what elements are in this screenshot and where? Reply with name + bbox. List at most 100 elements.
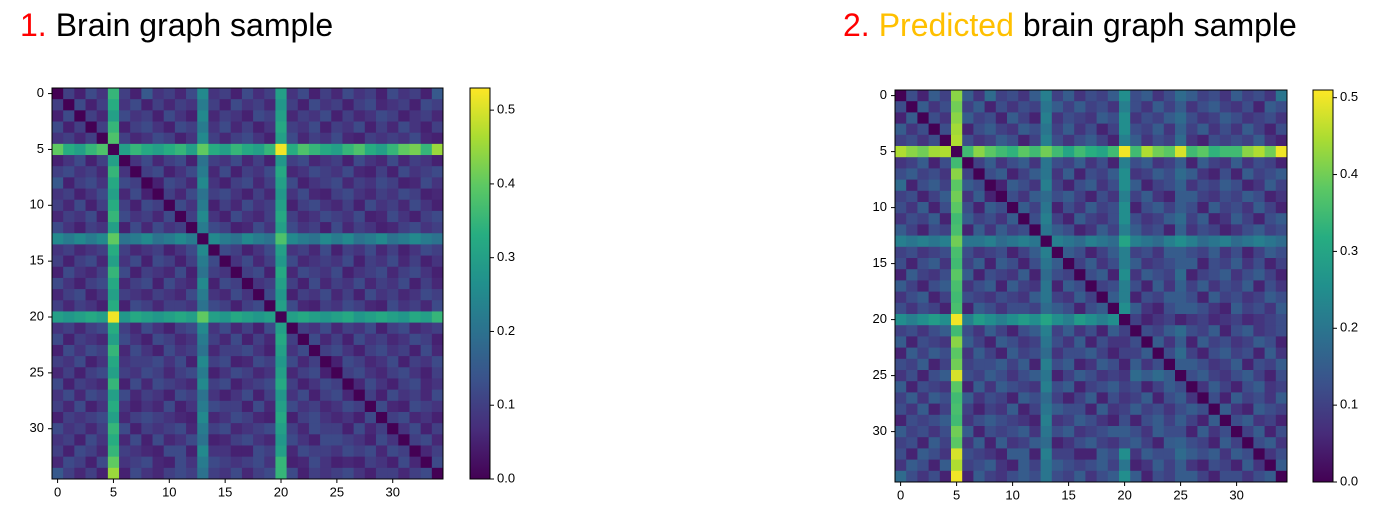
heatmap-cell [230, 277, 243, 290]
heatmap-cell [1253, 414, 1265, 427]
heatmap-cell [1107, 470, 1120, 483]
heatmap-cell [141, 199, 153, 212]
heatmap-cell [1074, 381, 1086, 393]
heatmap-cell [1074, 224, 1086, 236]
heatmap-cell [308, 266, 321, 279]
heatmap-cell [1253, 459, 1265, 472]
heatmap-cell [1029, 370, 1041, 382]
heatmap-cell [1163, 426, 1176, 438]
y-tick-label: 30 [873, 423, 887, 438]
heatmap-cell [1141, 168, 1153, 180]
heatmap-cell [331, 445, 343, 458]
heatmap-cell [186, 222, 198, 234]
heatmap-cell [1107, 347, 1120, 360]
heatmap-cell [1175, 336, 1187, 348]
heatmap-cell [208, 88, 220, 100]
heatmap-cell [141, 434, 153, 446]
heatmap-cell [1186, 358, 1198, 371]
heatmap-cell [1242, 190, 1254, 203]
heatmap-cell [895, 358, 907, 371]
title-part: 1. [20, 7, 47, 43]
heatmap-cell [1074, 448, 1086, 460]
y-tick-label: 30 [30, 420, 44, 435]
heatmap-cell [1163, 90, 1176, 102]
heatmap-cell [1231, 179, 1243, 192]
heatmap-cell [264, 199, 276, 212]
heatmap-cell [1197, 90, 1209, 102]
heatmap-cell [331, 177, 343, 189]
heatmap-cell [141, 121, 153, 134]
heatmap-cell [1253, 370, 1265, 382]
heatmap-cell [186, 300, 198, 312]
heatmap-cell [1197, 224, 1209, 236]
heatmap-cell [1063, 426, 1075, 438]
heatmap-cell [264, 155, 276, 167]
heatmap-cell [186, 311, 198, 323]
heatmap-cell [353, 467, 366, 480]
heatmap-cell [1275, 347, 1288, 360]
heatmap-cell [275, 367, 287, 379]
heatmap-cell [1063, 358, 1075, 371]
heatmap-cell [973, 123, 985, 136]
heatmap-cell [1163, 347, 1176, 360]
heatmap-cell [409, 300, 422, 312]
heatmap-cell [320, 378, 332, 391]
heatmap-cell [973, 336, 985, 348]
heatmap-cell [253, 467, 265, 480]
heatmap-cell [1275, 90, 1288, 102]
heatmap-cell [219, 244, 232, 256]
heatmap-cell [1264, 448, 1277, 460]
heatmap-cell [420, 177, 433, 189]
heatmap-cell [320, 344, 332, 357]
heatmap-cell [241, 266, 254, 279]
heatmap-cell [297, 356, 310, 368]
heatmap-cell [342, 210, 355, 223]
heatmap-cell [995, 213, 1008, 225]
heatmap-cell [297, 289, 310, 301]
heatmap-cell [387, 255, 399, 268]
heatmap-cell [906, 179, 918, 192]
heatmap-cell [253, 434, 265, 446]
heatmap-cell [1130, 314, 1142, 326]
heatmap-cell [973, 426, 985, 438]
heatmap-cell [1231, 302, 1243, 315]
heatmap-cell [1141, 101, 1153, 113]
heatmap-cell [297, 88, 310, 100]
heatmap-cell [174, 378, 187, 391]
heatmap-cell [74, 289, 86, 301]
heatmap-cell [951, 157, 963, 169]
heatmap-cell [1186, 202, 1198, 214]
heatmap-cell [1007, 134, 1019, 147]
heatmap-cell [1197, 190, 1209, 203]
heatmap-cell [1107, 314, 1120, 326]
heatmap-cell [1152, 414, 1165, 427]
heatmap-cell [52, 356, 64, 368]
heatmap-cell [152, 322, 165, 335]
heatmap-cell [130, 344, 142, 357]
heatmap-cell [1130, 347, 1142, 360]
heatmap-cell [928, 224, 941, 236]
heatmap-cell [286, 322, 299, 335]
x-tick-label: 20 [274, 484, 288, 499]
heatmap-cell [928, 414, 941, 427]
heatmap-cell [364, 389, 377, 402]
heatmap-cell [119, 110, 131, 122]
heatmap-cell [208, 132, 220, 145]
heatmap-cell [1074, 392, 1086, 404]
heatmap-cell [107, 300, 120, 312]
heatmap-cell [1085, 414, 1097, 427]
heatmap-cell [1275, 448, 1288, 460]
heatmap-cell [163, 289, 176, 301]
heatmap-cell [1175, 235, 1187, 248]
heatmap-cell [398, 423, 410, 435]
heatmap-cell [984, 157, 997, 169]
heatmap-cell [1029, 179, 1041, 192]
heatmap-cell [85, 434, 98, 446]
heatmap-cell [141, 155, 153, 167]
heatmap-cell [420, 277, 433, 290]
heatmap-cell [275, 333, 287, 346]
heatmap-cell [1007, 414, 1019, 427]
heatmap-cell [995, 347, 1008, 360]
heatmap-cell [130, 378, 142, 391]
heatmap-cell [1242, 325, 1254, 337]
